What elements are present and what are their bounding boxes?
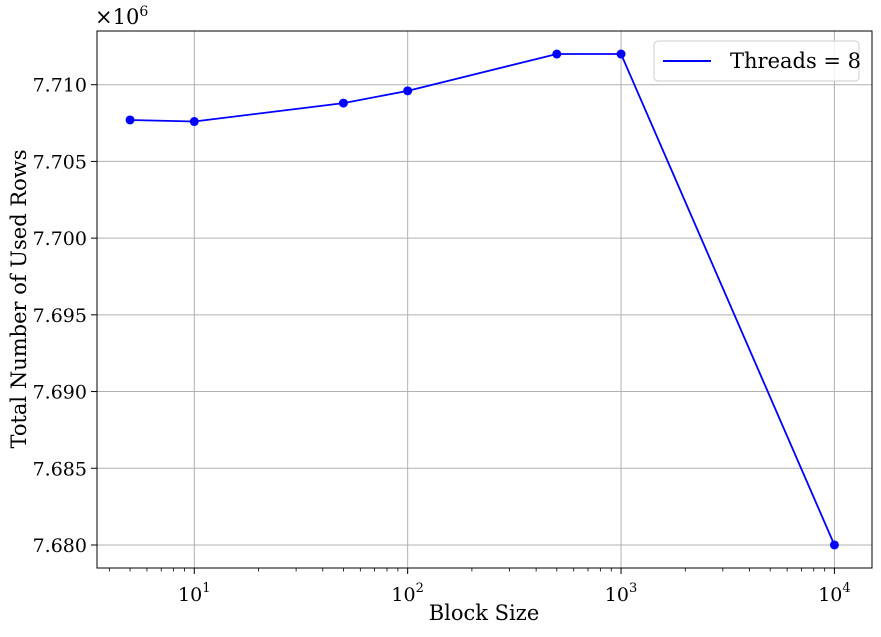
data-point bbox=[552, 49, 562, 59]
legend-label: Threads = 8 bbox=[730, 49, 861, 73]
y-tick-label: 7.710 bbox=[33, 75, 87, 97]
y-axis-label: Total Number of Used Rows bbox=[7, 149, 31, 448]
plot-frame bbox=[96, 30, 873, 569]
y-tick-label: 7.700 bbox=[33, 228, 87, 250]
data-point bbox=[829, 540, 839, 550]
legend-box bbox=[653, 40, 860, 82]
y-tick-label: 7.680 bbox=[33, 535, 87, 557]
series-layer bbox=[125, 49, 839, 550]
x-tick-label: 102 bbox=[391, 581, 423, 606]
y-tick-label: 7.690 bbox=[33, 382, 87, 404]
x-axis-label: Block Size bbox=[429, 601, 540, 625]
data-point bbox=[616, 49, 626, 59]
y-offset-label: ×106 bbox=[95, 4, 148, 29]
x-tick-label: 103 bbox=[605, 581, 637, 606]
x-tick-label: 104 bbox=[818, 581, 850, 606]
y-tick-labels: 7.680 7.685 7.690 7.695 7.700 7.705 7.710 bbox=[33, 75, 87, 557]
y-tick-label: 7.685 bbox=[33, 458, 87, 480]
y-tick-label: 7.705 bbox=[33, 151, 87, 173]
grid-lines bbox=[97, 31, 872, 568]
data-point bbox=[338, 98, 348, 108]
data-point bbox=[125, 115, 135, 125]
data-point bbox=[189, 117, 199, 127]
tick-marks bbox=[91, 84, 835, 574]
x-tick-label: 101 bbox=[178, 581, 210, 606]
data-point bbox=[403, 86, 413, 96]
y-tick-label: 7.695 bbox=[33, 305, 87, 327]
legend: Threads = 8 bbox=[653, 40, 861, 82]
series-line bbox=[130, 53, 836, 546]
x-tick-labels: 101 102 103 104 bbox=[178, 581, 851, 606]
